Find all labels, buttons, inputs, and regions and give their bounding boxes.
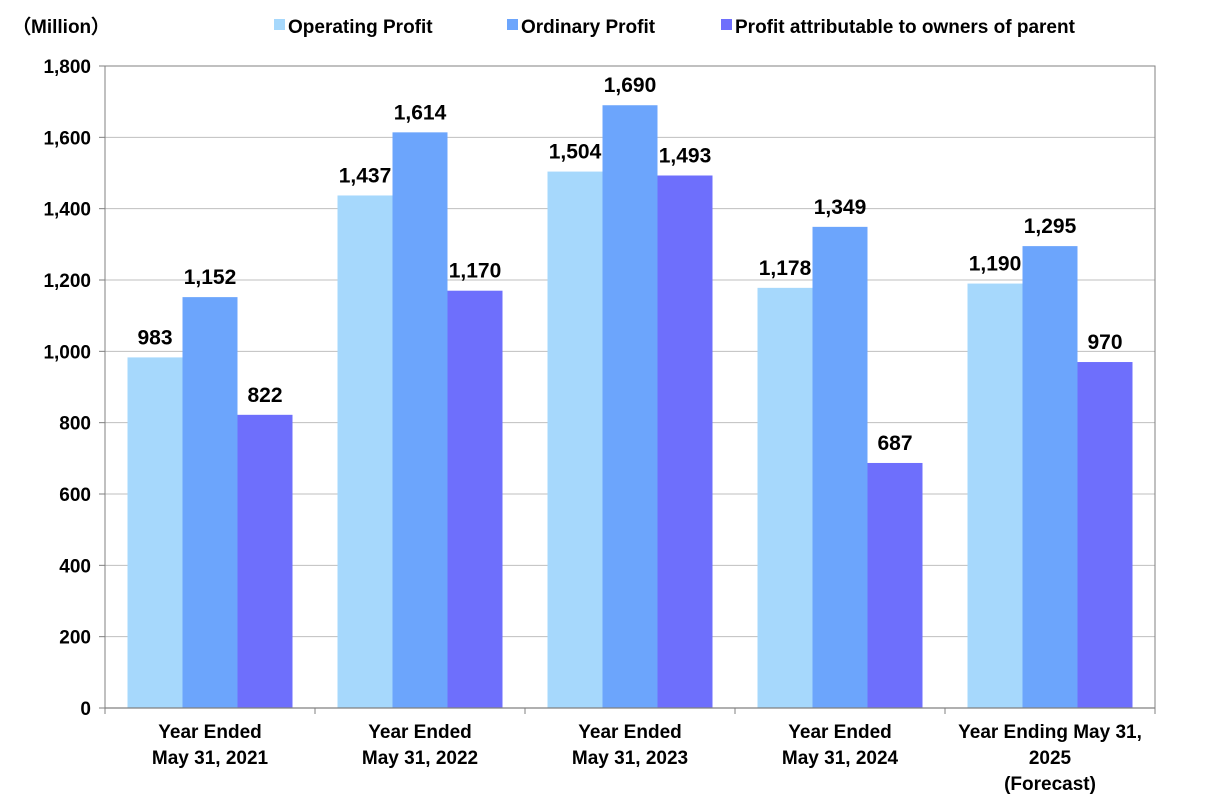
y-tick-label: 1,200 bbox=[43, 271, 91, 292]
bar bbox=[337, 195, 393, 709]
y-tick-label: 400 bbox=[59, 556, 91, 577]
x-tick-label: 2025 bbox=[1029, 748, 1072, 769]
bar bbox=[967, 283, 1023, 708]
legend-label: Operating Profit bbox=[288, 17, 433, 38]
y-tick-label: 0 bbox=[80, 699, 91, 720]
x-tick-label: Year Ending May 31, bbox=[958, 722, 1142, 743]
x-tick-label: May 31, 2024 bbox=[782, 748, 899, 769]
bar bbox=[182, 297, 238, 708]
data-label: 983 bbox=[137, 326, 172, 349]
data-label: 1,614 bbox=[394, 101, 447, 124]
bar bbox=[1077, 362, 1133, 708]
legend-swatch bbox=[507, 19, 518, 30]
bars bbox=[127, 105, 1133, 709]
x-tick-label: Year Ended bbox=[158, 722, 262, 743]
y-tick-labels: 0 200 400 600 800 1,000 1,200 1,400 1,600 1,800 bbox=[43, 57, 91, 720]
data-label: 1,190 bbox=[969, 253, 1022, 276]
data-label: 1,504 bbox=[549, 141, 602, 164]
x-tick-label: Year Ended bbox=[578, 722, 682, 743]
data-label: 687 bbox=[877, 432, 912, 455]
y-tick-label: 1,400 bbox=[43, 200, 91, 221]
x-tick-label: May 31, 2021 bbox=[152, 748, 269, 769]
y-tick-label: 800 bbox=[59, 414, 91, 435]
data-label: 1,690 bbox=[604, 74, 657, 97]
y-tick-label: 1,000 bbox=[43, 342, 91, 363]
category-labels: Year Ended May 31, 2021 Year Ended May 31, … bbox=[152, 722, 1142, 795]
data-label: 822 bbox=[247, 384, 282, 407]
axes bbox=[104, 65, 1156, 714]
y-tick-label: 1,800 bbox=[43, 57, 91, 78]
y-tick-label: 200 bbox=[59, 628, 91, 649]
legend-label: Profit attributable to owners of parent bbox=[735, 17, 1076, 38]
data-label: 1,493 bbox=[659, 144, 712, 167]
x-tick-label: Year Ended bbox=[788, 722, 892, 743]
bar bbox=[547, 171, 603, 708]
legend-label: Ordinary Profit bbox=[521, 17, 656, 38]
data-labels: 983 1,152 822 1,437 1,614 1,170 1,504 1,690 1,49… bbox=[137, 74, 1122, 455]
data-label: 1,178 bbox=[759, 257, 812, 280]
data-label: 1,170 bbox=[449, 260, 502, 283]
x-tick-label: May 31, 2023 bbox=[572, 748, 688, 769]
bar bbox=[657, 175, 713, 708]
bar bbox=[867, 462, 923, 708]
bar bbox=[757, 287, 813, 708]
y-tick-label: 600 bbox=[59, 485, 91, 506]
bar bbox=[812, 226, 868, 708]
legend-swatch bbox=[721, 19, 732, 30]
x-tick-label: May 31, 2022 bbox=[362, 748, 478, 769]
x-tick-label: Year Ended bbox=[368, 722, 472, 743]
data-label: 970 bbox=[1087, 331, 1122, 354]
bar bbox=[237, 414, 293, 708]
data-label: 1,295 bbox=[1024, 215, 1077, 238]
y-tick-label: 1,600 bbox=[43, 128, 91, 149]
data-label: 1,152 bbox=[184, 266, 237, 289]
data-label: 1,349 bbox=[814, 196, 867, 219]
bar bbox=[392, 132, 448, 709]
bar bbox=[602, 105, 658, 708]
bar bbox=[127, 357, 183, 708]
y-unit-label: （Million） bbox=[12, 15, 110, 38]
bar bbox=[447, 290, 503, 708]
legend-swatch bbox=[274, 19, 285, 30]
data-label: 1,437 bbox=[339, 164, 392, 187]
legend: Operating Profit Ordinary Profit Profit at… bbox=[274, 17, 1076, 38]
bar bbox=[1022, 246, 1078, 708]
x-tick-label: (Forecast) bbox=[1004, 774, 1096, 795]
